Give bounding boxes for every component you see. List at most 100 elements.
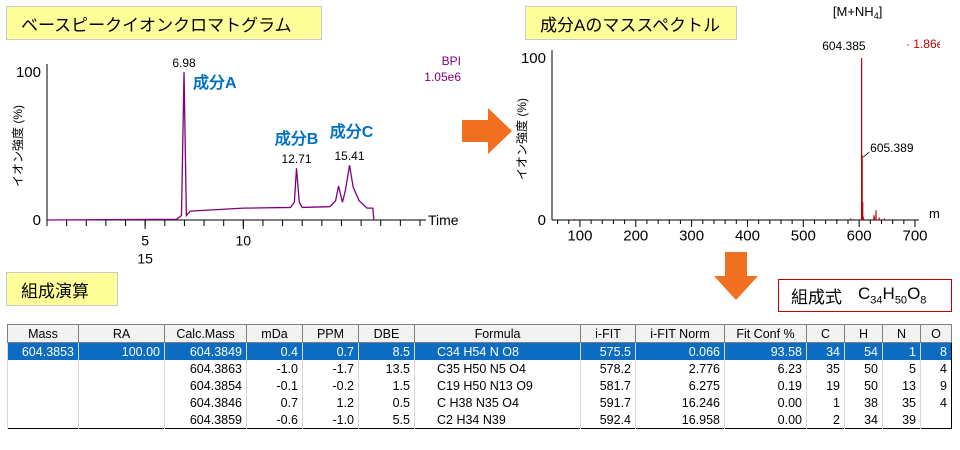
table-cell [7, 411, 79, 429]
peak-label: 605.389 [870, 141, 914, 155]
table-cell: 50 [844, 360, 883, 377]
table-header-row: Mass RA Calc.Mass mDa PPM DBE Formula i-FIT i-FI… [7, 324, 952, 343]
table-cell: 13.5 [358, 360, 415, 377]
y-tick-label: 0 [538, 212, 546, 229]
table-cell: 0.066 [635, 342, 725, 360]
table-cell: 35 [882, 394, 921, 411]
formula-box: 組成式 C34H50O8 [778, 279, 952, 312]
table-cell: 1.5 [358, 377, 415, 394]
x-tick-label: 10 [236, 232, 252, 248]
table-cell: 34 [844, 411, 883, 429]
table-cell: 0.00 [724, 411, 807, 429]
mass-spectrum-chart: 100 200 300 400 500 600 700 100 0 m/z イオン強度 (%) 604… [514, 4, 940, 244]
table-cell: -1.0 [246, 360, 303, 377]
column-header[interactable]: RA [78, 324, 165, 343]
table-cell [7, 394, 79, 411]
table-row[interactable]: 604.3859 -0.6 -1.0 5.5 C2 H34 N39 592.4 16.958… [7, 411, 952, 429]
table-cell: C19 H50 N13 O9 [414, 377, 581, 394]
table-cell: 54 [844, 342, 883, 360]
table-cell: C34 H54 N O8 [414, 342, 581, 360]
table-row[interactable]: 604.3854 -0.1 -0.2 1.5 C19 H50 N13 O9 581.7 6.… [7, 377, 952, 394]
table-cell: 39 [882, 411, 921, 429]
table-cell: 0.5 [358, 394, 415, 411]
table-cell: 5.5 [358, 411, 415, 429]
table-cell [78, 411, 165, 429]
table-cell [78, 394, 165, 411]
formula-label: 組成式 [791, 288, 842, 307]
x-tick-label: 300 [679, 227, 704, 244]
column-header[interactable]: Mass [7, 324, 79, 343]
table-cell [78, 377, 165, 394]
component-a-label: 成分A [193, 73, 237, 92]
x-tick-label: 600 [847, 227, 872, 244]
column-header[interactable]: N [882, 324, 921, 343]
table-cell: 16.246 [635, 394, 725, 411]
peak-label: 6.98 [172, 56, 196, 70]
column-header[interactable]: Formula [414, 324, 581, 343]
table-cell: 16.958 [635, 411, 725, 429]
adduct-label: [M+NH4] [833, 4, 882, 21]
column-header[interactable]: Calc.Mass [164, 324, 247, 343]
table-cell: 34 [806, 342, 845, 360]
x-tick-label: 700 [902, 227, 927, 244]
table-row[interactable]: 604.3863 -1.0 -1.7 13.5 C35 H50 N5 O4 578.2 2.… [7, 360, 952, 377]
table-cell: -1.0 [302, 411, 359, 429]
y-axis-label: イオン強度 (%) [514, 98, 529, 180]
table-cell: 8 [920, 342, 952, 360]
formula-value: C34H50O8 [858, 284, 927, 307]
table-cell: 604.3859 [164, 411, 247, 429]
column-header[interactable]: C [806, 324, 845, 343]
x-tick-label: 400 [735, 227, 760, 244]
component-b-label: 成分B [275, 129, 319, 148]
table-cell: 591.7 [580, 394, 636, 411]
table-cell: -0.1 [246, 377, 303, 394]
table-cell: -0.2 [302, 377, 359, 394]
spectrum-scale: · 1.86e6 [906, 37, 940, 51]
table-cell: 0.19 [724, 377, 807, 394]
x-tick-label: 200 [623, 227, 648, 244]
table-cell [78, 360, 165, 377]
table-cell: 575.5 [580, 342, 636, 360]
x-tick-label: 5 [141, 232, 149, 248]
table-cell: 13 [882, 377, 921, 394]
table-cell: 9 [920, 377, 952, 394]
table-row[interactable]: 604.3846 0.7 1.2 0.5 C H38 N35 O4 591.7 16.246… [7, 394, 952, 411]
table-row[interactable]: 604.3853 100.00 604.3849 0.4 0.7 8.5 C34 H54 N… [7, 342, 952, 360]
column-header[interactable]: H [844, 324, 883, 343]
table-cell: 578.2 [580, 360, 636, 377]
column-header[interactable]: DBE [358, 324, 415, 343]
y-tick-label: 100 [521, 50, 546, 67]
x-tick-label: 100 [567, 227, 592, 244]
column-header[interactable]: mDa [246, 324, 303, 343]
x-axis-label: m/z [929, 206, 940, 221]
table-cell: 604.3863 [164, 360, 247, 377]
table-cell: 2.776 [635, 360, 725, 377]
column-header[interactable]: Fit Conf % [724, 324, 807, 343]
table-cell: 604.3854 [164, 377, 247, 394]
calc-title: 組成演算 [6, 272, 118, 306]
column-header[interactable]: O [920, 324, 952, 343]
bpi-trace [46, 71, 375, 221]
table-cell: 35 [806, 360, 845, 377]
table-cell: 5 [882, 360, 921, 377]
table-cell: C H38 N35 O4 [414, 394, 581, 411]
table-cell: 1 [882, 342, 921, 360]
column-header[interactable]: i-FIT [580, 324, 636, 343]
column-header[interactable]: i-FIT Norm [635, 324, 725, 343]
bpi-scale: 1.05e6 [424, 70, 461, 84]
table-cell: 0.00 [724, 394, 807, 411]
table-cell: 100.00 [78, 342, 165, 360]
table-cell: 8.5 [358, 342, 415, 360]
table-cell: 0.4 [246, 342, 303, 360]
table-cell: 1.2 [302, 394, 359, 411]
bpc-chart: 5 10 15 100 0 Time イオン強度 (%) BPI 1.05e6 6.98 12.71… [10, 54, 461, 266]
table-cell: 604.3846 [164, 394, 247, 411]
table-cell: C35 H50 N5 O4 [414, 360, 581, 377]
y-tick-label: 100 [16, 64, 41, 81]
table-cell: 1 [806, 394, 845, 411]
table-cell: 38 [844, 394, 883, 411]
y-tick-label: 0 [33, 212, 41, 229]
peak-label: 604.385 [822, 39, 866, 53]
column-header[interactable]: PPM [302, 324, 359, 343]
composition-table: Mass RA Calc.Mass mDa PPM DBE Formula i-FIT i-FI… [7, 324, 952, 429]
